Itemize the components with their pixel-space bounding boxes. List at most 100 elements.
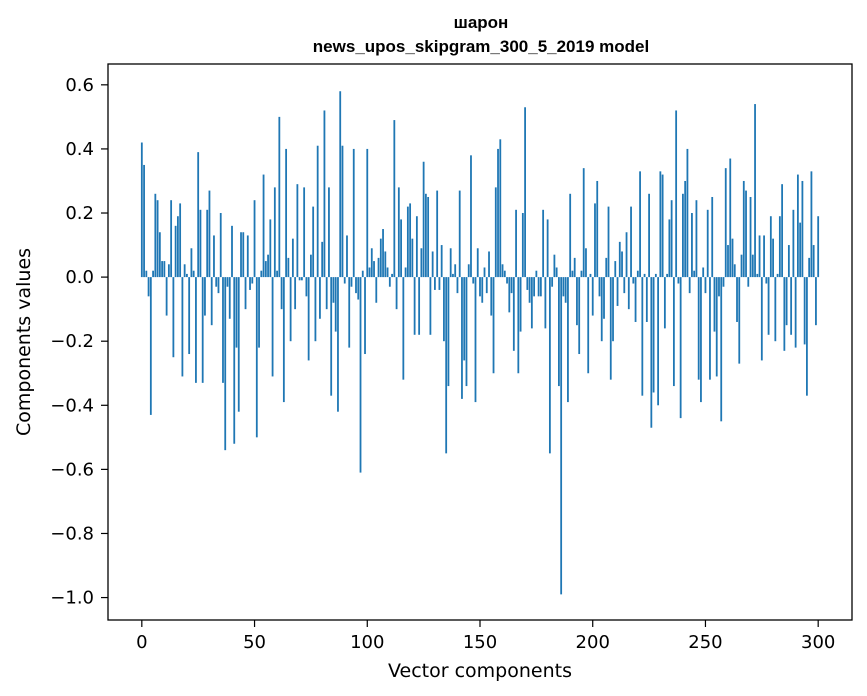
bar	[645, 277, 648, 322]
bar	[289, 277, 292, 342]
bar	[438, 277, 441, 290]
bar	[447, 277, 450, 387]
bar	[501, 264, 504, 278]
bar	[303, 187, 306, 278]
y-tick-label: −0.2	[50, 331, 94, 352]
x-tick-label: 150	[463, 632, 497, 653]
bar	[769, 216, 772, 278]
bar	[567, 277, 569, 403]
bar	[222, 277, 224, 383]
bar	[206, 209, 209, 278]
bar	[794, 277, 797, 348]
bar	[386, 267, 389, 278]
bar	[305, 277, 308, 297]
bar	[307, 277, 310, 361]
bar	[312, 206, 315, 278]
bar	[675, 110, 678, 278]
bar	[382, 229, 384, 278]
bar	[377, 257, 380, 278]
bar	[720, 277, 723, 422]
bar	[542, 209, 545, 278]
bar	[515, 209, 517, 278]
bar	[357, 277, 360, 300]
bar	[359, 277, 362, 473]
bar	[402, 277, 405, 380]
bar	[749, 196, 752, 278]
x-tick-label: 100	[350, 632, 384, 653]
x-axis-label: Vector components	[388, 660, 572, 682]
bar	[530, 277, 533, 329]
bar	[143, 164, 145, 278]
bar	[337, 277, 339, 412]
bar	[682, 193, 684, 278]
bar	[668, 219, 671, 278]
bar	[346, 235, 348, 278]
bar	[454, 264, 457, 278]
bar	[197, 152, 200, 278]
bar	[192, 270, 195, 278]
bar	[267, 254, 269, 278]
bar	[235, 277, 238, 348]
bar	[582, 168, 585, 278]
bar	[548, 277, 551, 454]
bar-series	[140, 91, 820, 595]
bar	[661, 174, 664, 278]
bar	[722, 277, 725, 287]
bar	[596, 180, 599, 278]
bar	[440, 245, 443, 278]
bar	[697, 277, 700, 380]
bar	[803, 277, 806, 345]
bar	[672, 277, 675, 387]
bar	[361, 270, 364, 278]
bar	[510, 277, 513, 294]
bar	[332, 277, 335, 303]
bar	[253, 200, 256, 278]
bar	[573, 257, 576, 278]
x-tick-label: 300	[801, 632, 835, 653]
bar	[204, 277, 206, 316]
bar	[643, 273, 646, 278]
bar	[612, 277, 614, 342]
bar	[684, 180, 687, 278]
bar	[373, 261, 375, 278]
bar	[715, 277, 718, 377]
bar	[280, 277, 283, 310]
bar	[778, 216, 781, 278]
bar	[343, 277, 346, 284]
bar	[490, 277, 493, 316]
bar	[224, 277, 227, 451]
bar	[244, 277, 247, 310]
bar	[323, 110, 326, 278]
bar	[702, 267, 705, 278]
bar	[634, 277, 637, 322]
y-axis-ticks: −1.0 −0.8 −0.6 −0.4 −0.2 0.0 0.2 0.4 0.6	[50, 75, 108, 609]
bar	[736, 277, 738, 322]
bar	[147, 277, 150, 297]
bar	[391, 273, 393, 278]
bar	[167, 264, 170, 278]
bar	[774, 277, 777, 342]
bar	[506, 277, 508, 284]
bar	[366, 148, 369, 278]
bar	[564, 277, 567, 303]
bar	[508, 277, 511, 313]
bar	[481, 277, 484, 303]
bar	[799, 222, 802, 278]
bar	[395, 277, 398, 310]
bar	[578, 277, 581, 355]
bar	[808, 257, 811, 278]
bar	[483, 267, 486, 278]
bar	[765, 277, 768, 284]
bar	[760, 277, 763, 361]
bar	[470, 155, 472, 278]
bar	[625, 232, 628, 278]
bar	[533, 277, 536, 297]
bar	[384, 251, 387, 278]
bar	[231, 225, 233, 278]
bar	[262, 174, 265, 278]
y-axis-label: Components values	[13, 248, 35, 436]
plot-frame	[107, 63, 853, 621]
bar	[476, 248, 479, 278]
bar	[334, 277, 337, 332]
bar	[406, 206, 409, 278]
